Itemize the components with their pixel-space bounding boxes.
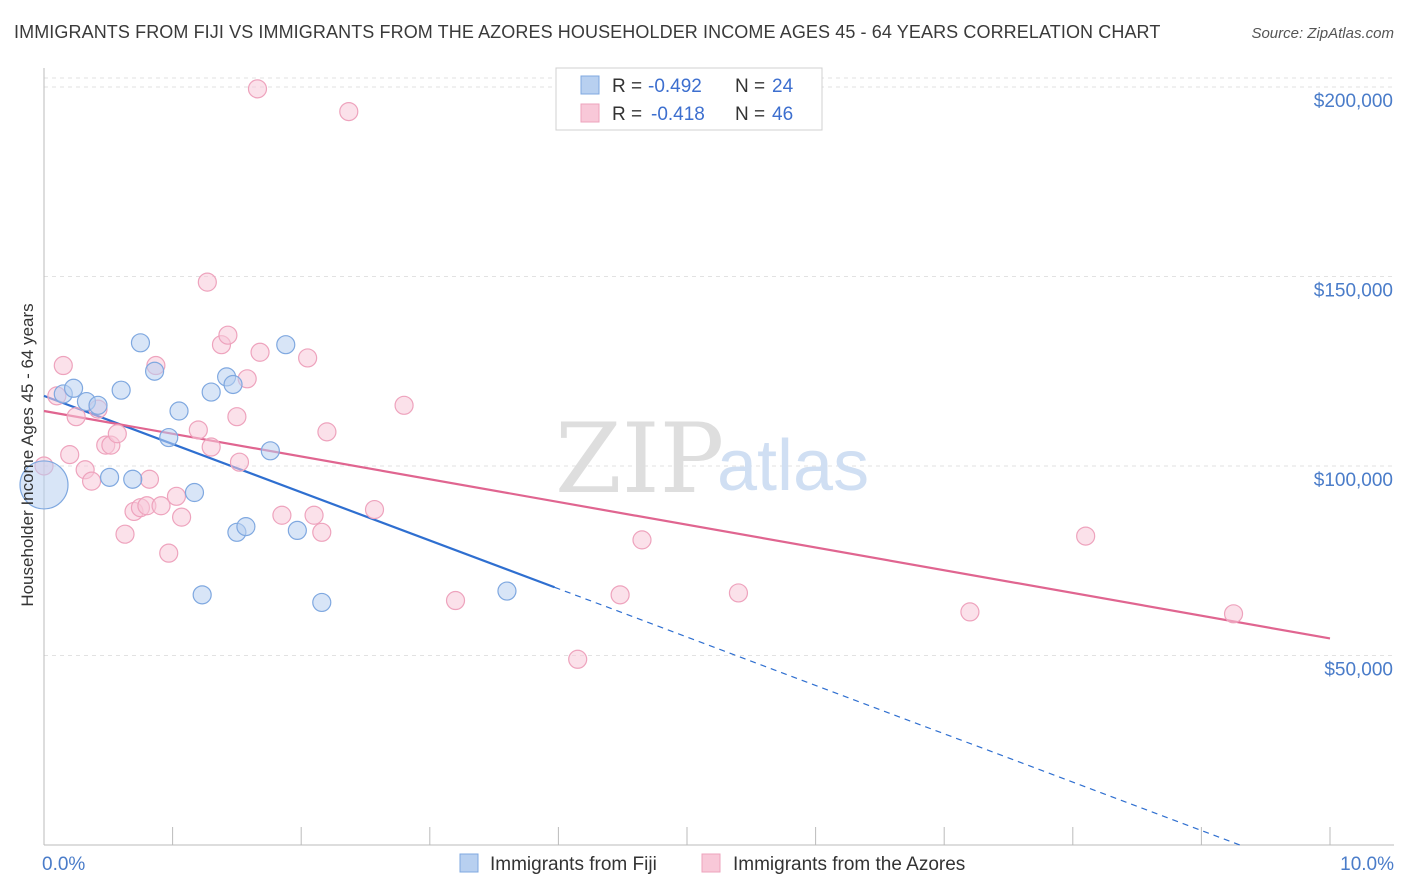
series-legend: Immigrants from Fiji Immigrants from the… bbox=[459, 853, 965, 875]
point-azores-2 bbox=[53, 355, 73, 376]
legend-box bbox=[555, 67, 823, 131]
legend-swatch-fiji bbox=[580, 75, 600, 95]
point-azores-39 bbox=[445, 590, 466, 611]
watermark: ZIP atlas bbox=[555, 403, 869, 515]
point-fiji-20 bbox=[276, 335, 296, 355]
point-azores-43 bbox=[728, 583, 749, 603]
point-azores-18 bbox=[159, 543, 179, 563]
point-fiji-10 bbox=[159, 427, 179, 448]
point-azores-33 bbox=[304, 505, 324, 525]
legend-r-label-azores: R = bbox=[612, 104, 642, 125]
point-azores-20 bbox=[172, 507, 192, 527]
x-tick-label-min: 0.0% bbox=[42, 854, 85, 875]
point-azores-40 bbox=[568, 649, 588, 669]
point-fiji-23 bbox=[497, 581, 517, 601]
trendline-extension-0 bbox=[554, 586, 1241, 846]
point-azores-4 bbox=[66, 407, 86, 427]
series-legend-label-azores: Immigrants from the Azores bbox=[733, 854, 965, 875]
legend-n-value-fiji: 24 bbox=[772, 76, 794, 97]
point-azores-37 bbox=[364, 499, 385, 520]
point-azores-26 bbox=[227, 407, 247, 427]
point-azores-27 bbox=[229, 452, 250, 472]
point-azores-32 bbox=[298, 348, 318, 368]
point-azores-19 bbox=[166, 486, 187, 506]
point-azores-25 bbox=[218, 325, 238, 345]
point-azores-46 bbox=[1223, 604, 1244, 624]
point-azores-36 bbox=[339, 101, 359, 122]
legend-n-label-azores: N = bbox=[735, 104, 765, 125]
grid bbox=[44, 77, 1394, 656]
y-tick-label-0: $50,000 bbox=[1324, 659, 1393, 680]
point-azores-22 bbox=[197, 272, 217, 292]
point-fiji-5 bbox=[99, 467, 120, 487]
series-legend-swatch-fiji bbox=[459, 853, 479, 873]
series-legend-swatch-azores bbox=[701, 853, 721, 873]
trendline-0 bbox=[43, 394, 555, 589]
y-tick-label-3: $200,000 bbox=[1314, 91, 1393, 112]
y-axis-label: Householder Income Ages 45 - 64 years bbox=[18, 303, 37, 606]
legend-n-value-azores: 46 bbox=[772, 104, 793, 125]
point-azores-10 bbox=[107, 424, 127, 444]
point-azores-45 bbox=[1076, 526, 1096, 546]
legend-r-value-azores: -0.418 bbox=[651, 104, 705, 125]
series-legend-label-fiji: Immigrants from Fiji bbox=[490, 854, 657, 875]
watermark-zip: ZIP bbox=[555, 403, 724, 515]
data-points bbox=[19, 79, 1244, 669]
watermark-atlas: atlas bbox=[717, 426, 869, 506]
point-fiji-22 bbox=[312, 592, 332, 613]
point-fiji-19 bbox=[260, 441, 280, 461]
point-fiji-6 bbox=[111, 380, 131, 400]
y-tick-labels: $50,000 $100,000 $150,000 $200,000 bbox=[1314, 91, 1393, 681]
axes bbox=[43, 68, 1394, 846]
chart-source: Source: ZipAtlas.com bbox=[1251, 25, 1394, 42]
point-azores-3 bbox=[60, 445, 80, 465]
legend-r-label-fiji: R = bbox=[612, 76, 642, 97]
trendline-1 bbox=[43, 409, 1331, 640]
legend-swatch-azores bbox=[580, 103, 600, 123]
point-azores-21 bbox=[188, 420, 208, 440]
point-azores-29 bbox=[250, 342, 270, 362]
y-tick-label-1: $100,000 bbox=[1314, 470, 1393, 491]
point-azores-35 bbox=[317, 422, 337, 442]
point-azores-17 bbox=[151, 496, 171, 516]
point-fiji-14 bbox=[201, 382, 221, 402]
point-azores-34 bbox=[312, 522, 332, 542]
point-azores-31 bbox=[272, 505, 292, 525]
point-fiji-13 bbox=[192, 585, 212, 605]
point-fiji-2 bbox=[63, 378, 84, 398]
point-fiji-12 bbox=[184, 482, 205, 503]
point-fiji-7 bbox=[123, 469, 143, 489]
point-azores-38 bbox=[394, 395, 414, 415]
point-azores-6 bbox=[81, 471, 102, 491]
y-tick-label-2: $150,000 bbox=[1314, 280, 1393, 301]
x-tick-label-max: 10.0% bbox=[1340, 854, 1394, 875]
point-azores-41 bbox=[610, 585, 630, 605]
point-fiji-9 bbox=[144, 361, 165, 381]
point-fiji-4 bbox=[88, 395, 108, 415]
point-azores-42 bbox=[632, 530, 652, 550]
point-fiji-16 bbox=[223, 374, 243, 395]
point-fiji-18 bbox=[236, 517, 256, 537]
point-fiji-21 bbox=[287, 520, 307, 541]
point-azores-23 bbox=[201, 437, 221, 457]
point-fiji-11 bbox=[169, 401, 189, 421]
trendlines bbox=[43, 394, 1331, 846]
point-azores-15 bbox=[139, 469, 160, 489]
point-fiji-8 bbox=[130, 333, 151, 353]
point-azores-30 bbox=[247, 79, 268, 99]
correlation-legend: R = -0.492 N = 24 R = -0.418 N = 46 bbox=[555, 67, 823, 131]
point-azores-11 bbox=[115, 524, 135, 544]
point-azores-44 bbox=[960, 602, 980, 622]
chart-title: IMMIGRANTS FROM FIJI VS IMMIGRANTS FROM … bbox=[14, 22, 1161, 42]
legend-r-value-fiji: -0.492 bbox=[648, 76, 702, 97]
point-fiji-0 bbox=[19, 460, 69, 510]
legend-n-label-fiji: N = bbox=[735, 76, 765, 97]
